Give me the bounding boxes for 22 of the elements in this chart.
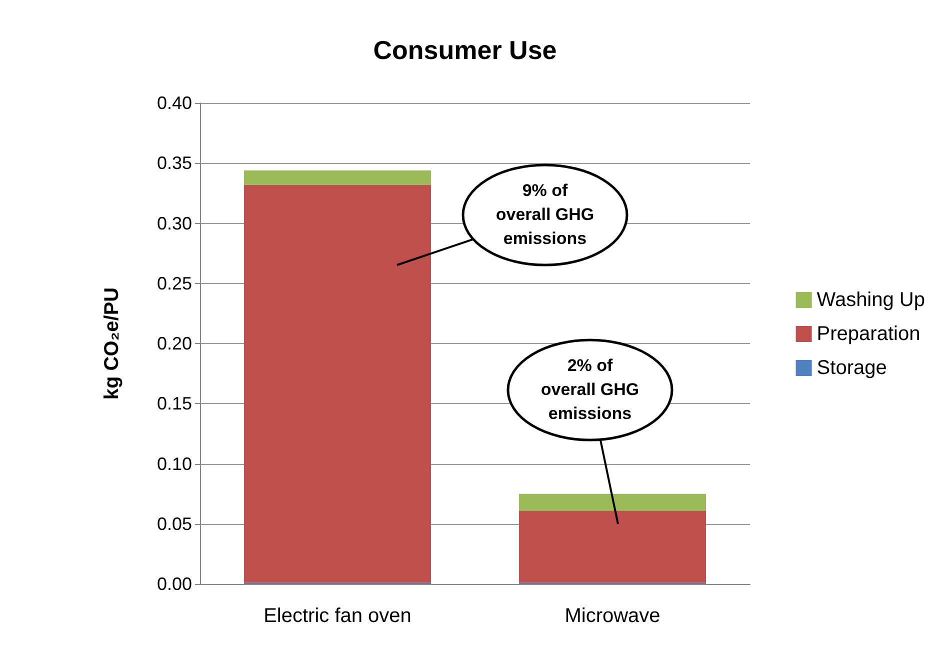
bar: [519, 494, 706, 511]
annotation: 2% of overall GHG emissions: [540, 355, 640, 425]
legend-label: Preparation: [816, 323, 920, 345]
y-tick-label: 0.00: [156, 574, 192, 594]
x-tick-label: Microwave: [564, 605, 660, 627]
legend-label: Storage: [816, 357, 887, 379]
y-tick-label: 0.20: [156, 334, 192, 354]
chart-title: Consumer Use: [373, 35, 557, 65]
y-tick-label: 0.35: [156, 153, 192, 174]
bar: [519, 510, 706, 583]
x-tick-label: Electric fan oven: [264, 605, 412, 627]
bar: [244, 170, 431, 185]
y-axis-title: kg CO₂e/PU: [101, 287, 123, 400]
y-tick-label: 0.40: [156, 93, 192, 113]
y-tick-label: 0.15: [156, 394, 192, 414]
annotation: 9% of overall GHG emissions: [494, 180, 596, 250]
y-tick-label: 0.30: [156, 213, 192, 234]
bar: [244, 184, 431, 583]
y-tick-label: 0.05: [156, 514, 192, 534]
y-tick-label: 0.25: [156, 273, 192, 294]
legend-label: Washing Up: [816, 289, 926, 311]
y-tick-label: 0.10: [156, 454, 192, 474]
